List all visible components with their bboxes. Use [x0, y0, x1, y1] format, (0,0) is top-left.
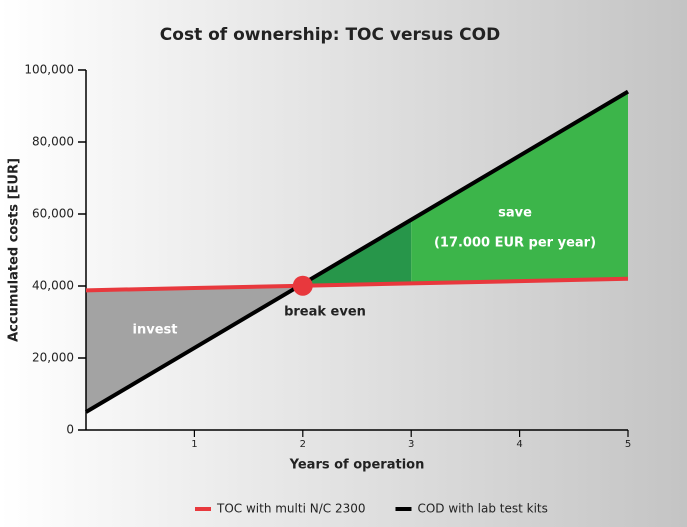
area-label: save [498, 206, 532, 221]
annotation: break even [284, 305, 366, 320]
y-tick-label: 100,000 [24, 63, 74, 77]
x-tick-label: 3 [408, 439, 414, 450]
x-tick-label: 2 [300, 439, 306, 450]
series-line [84, 89, 630, 414]
area [411, 91, 628, 284]
x-tick-label: 1 [191, 439, 197, 450]
y-tick-label: 80,000 [32, 135, 74, 149]
x-axis-label: Years of operation [289, 458, 425, 473]
y-tick-label: 0 [66, 423, 74, 437]
y-tick-label: 60,000 [32, 207, 74, 221]
legend-label: COD with lab test kits [417, 502, 547, 516]
area-sublabel: (17.000 EUR per year) [434, 236, 596, 251]
break-even-point [292, 275, 313, 296]
plot: 0 20,000 40,000 60,000 80,000 100,000 1 2 3 4 5 [24, 63, 631, 451]
legend-label: TOC with multi N/C 2300 [216, 502, 365, 516]
chart-title: Cost of ownership: TOC versus COD [160, 25, 500, 45]
series-line [85, 276, 629, 293]
x-tick-label: 4 [516, 439, 522, 450]
x-tick-label: 5 [625, 439, 631, 450]
y-tick-label: 20,000 [32, 351, 74, 365]
y-tick-label: 40,000 [32, 279, 74, 293]
area-label: invest [133, 323, 178, 338]
y-axis-label: Accumulated costs [EUR] [7, 158, 22, 342]
